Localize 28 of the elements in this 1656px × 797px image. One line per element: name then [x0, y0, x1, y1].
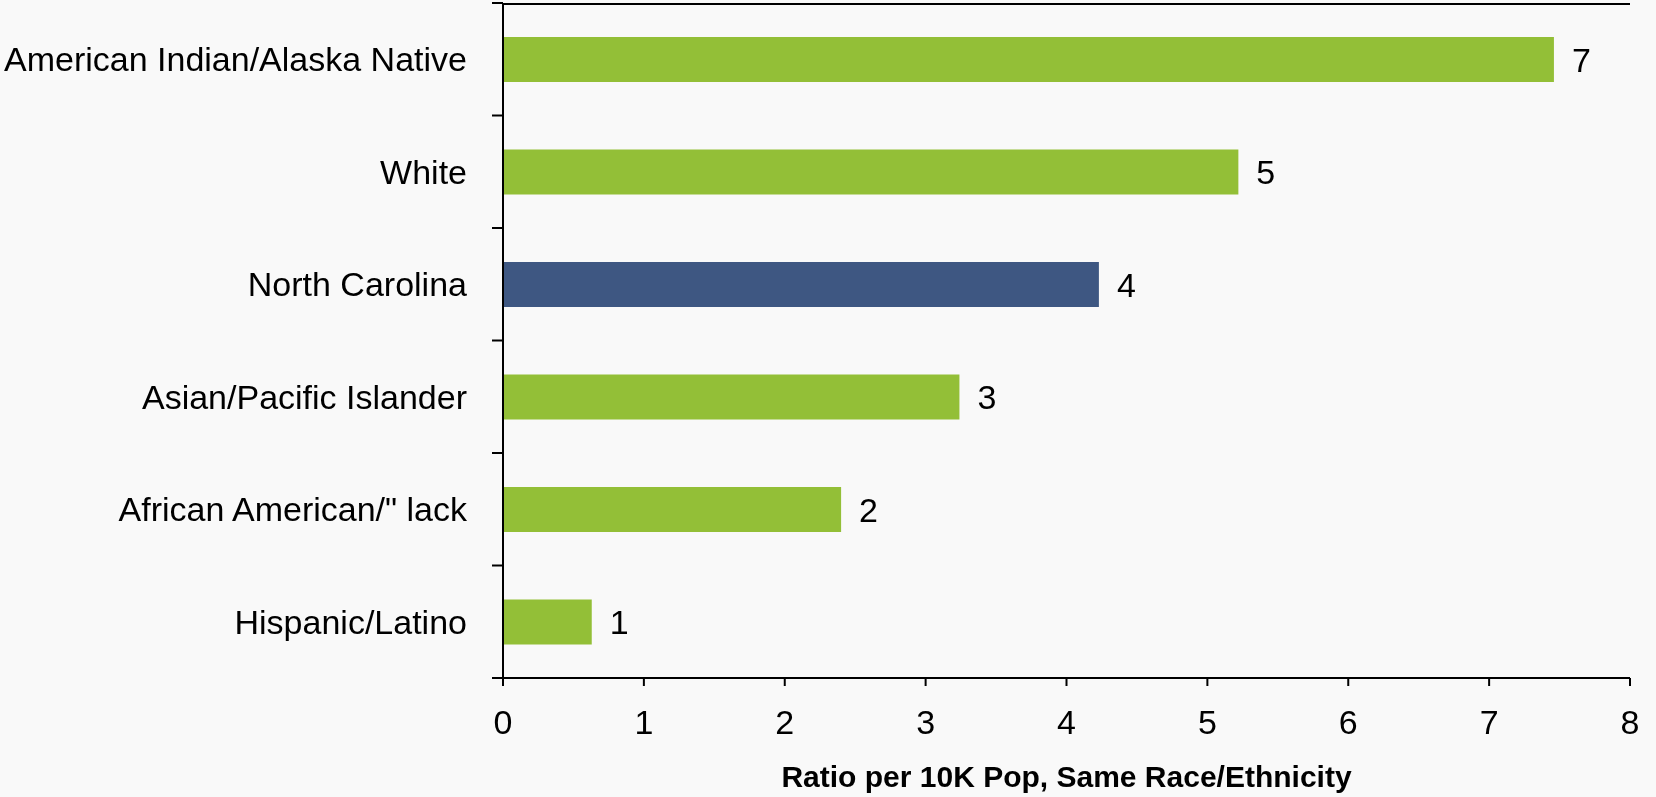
y-tick-label: North Carolina — [247, 265, 468, 304]
data-label: 4 — [1116, 265, 1136, 304]
bar — [503, 374, 960, 420]
y-tick-label: Asian/Pacific Islander — [141, 377, 467, 416]
data-label: 5 — [1256, 153, 1276, 191]
y-tick-label: African American/" lack — [118, 490, 468, 529]
y-tick-label: Hispanic/Latino — [234, 602, 467, 641]
x-tick-label: 8 — [1620, 703, 1640, 742]
bar — [503, 599, 592, 645]
x-tick-label: 6 — [1338, 703, 1358, 742]
bar — [503, 37, 1554, 82]
y-tick-label: White — [380, 152, 467, 191]
data-label: 2 — [859, 490, 879, 529]
x-tick-label: 2 — [775, 703, 795, 742]
bar — [503, 149, 1239, 195]
data-label: 7 — [1571, 40, 1591, 79]
y-tick-label: American Indian/Alaska Native — [3, 40, 467, 79]
x-tick-label: 7 — [1479, 703, 1499, 742]
bar — [503, 262, 1099, 307]
data-label: 1 — [609, 603, 629, 641]
data-label: 3 — [977, 378, 997, 416]
x-tick-label: 0 — [493, 703, 513, 742]
x-tick-label: 5 — [1197, 703, 1217, 742]
x-tick-label: 4 — [1057, 703, 1076, 742]
x-tick-label: 1 — [634, 703, 654, 742]
bar — [503, 487, 842, 532]
x-tick-label: 3 — [916, 703, 936, 742]
x-axis-title: Ratio per 10K Pop, Same Race/Ethnicity — [781, 760, 1352, 793]
